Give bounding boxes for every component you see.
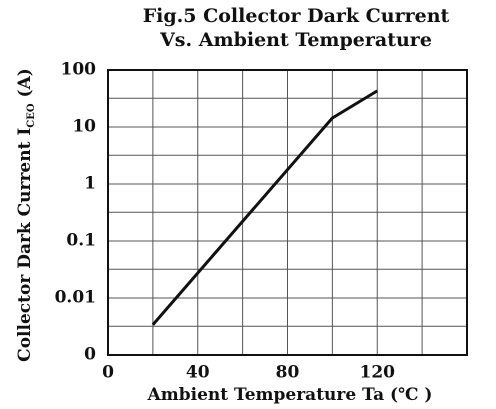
y-axis-label-subscript: CEO xyxy=(26,103,37,128)
x-tick-label: 40 xyxy=(186,363,210,383)
y-tick-label: 0 xyxy=(84,345,96,365)
y-axis-label-text: Collector Dark Current I xyxy=(15,128,35,362)
data-line xyxy=(151,89,379,326)
y-tick-label: 100 xyxy=(61,60,97,80)
y-tick-label: 0.01 xyxy=(55,288,96,308)
y-axis-label: Collector Dark Current ICEO (A) xyxy=(15,68,37,362)
y-tick-label: 10 xyxy=(72,117,96,137)
x-tick-label: 0 xyxy=(102,363,114,383)
plot-frame xyxy=(107,69,468,356)
x-tick-label: 120 xyxy=(360,363,396,383)
x-axis-label: Ambient Temperature Ta (℃ ) xyxy=(147,385,433,405)
y-axis-label-unit: (A) xyxy=(15,68,35,103)
chart-title: Fig.5 Collector Dark Current xyxy=(143,5,450,27)
chart-title: Vs. Ambient Temperature xyxy=(159,29,432,51)
y-tick-label: 0.1 xyxy=(66,231,96,251)
y-tick-label: 1 xyxy=(84,174,96,194)
x-tick-label: 80 xyxy=(276,363,300,383)
